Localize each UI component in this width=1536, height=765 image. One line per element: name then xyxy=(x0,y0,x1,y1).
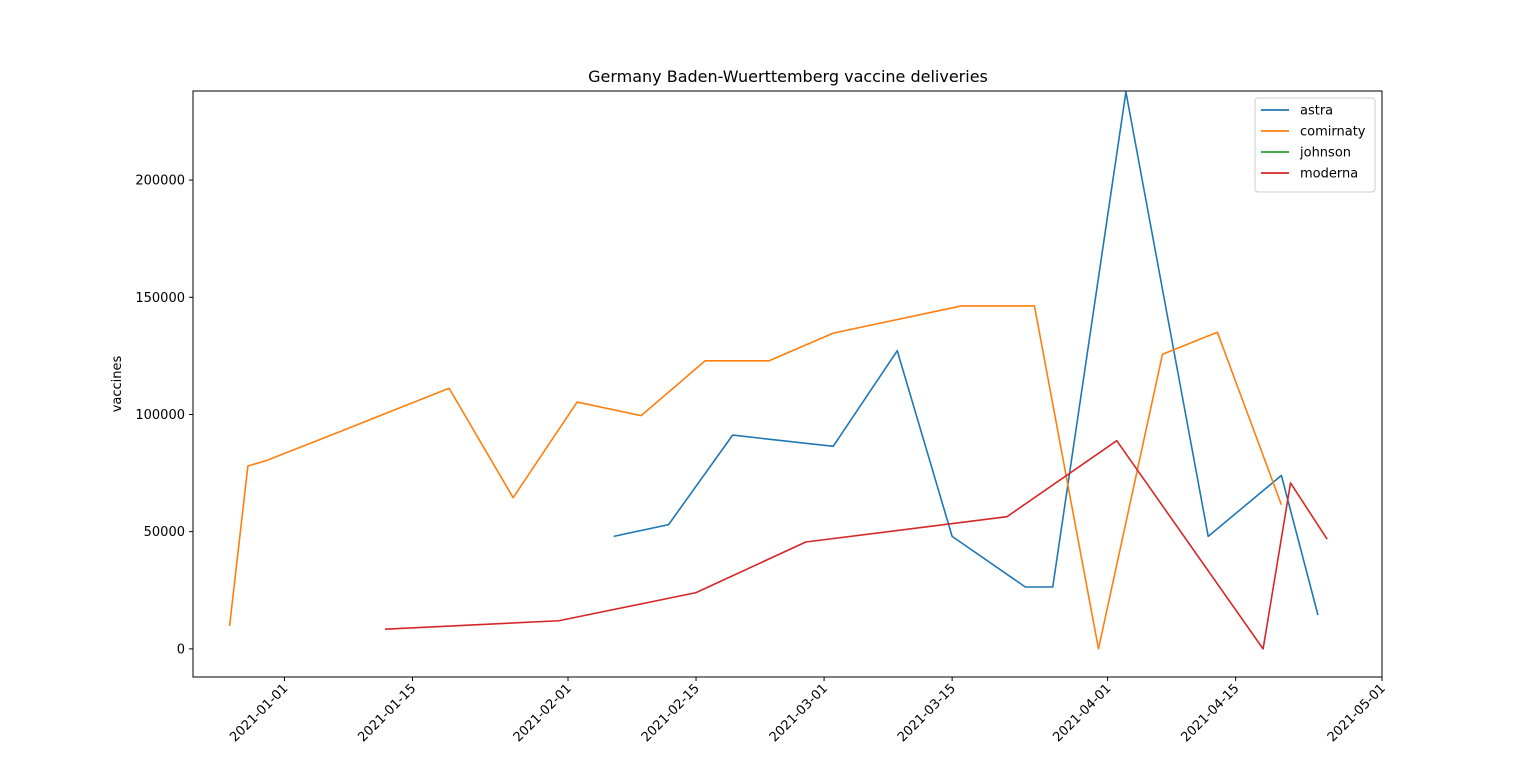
y-tick-label: 150000 xyxy=(135,291,185,306)
series-line-moderna xyxy=(385,439,1328,650)
x-tick-label: 2021-01-01 xyxy=(227,681,291,745)
x-tick-label: 2021-02-01 xyxy=(511,681,575,745)
x-tick-label: 2021-02-15 xyxy=(639,681,703,745)
x-tick-label: 2021-05-01 xyxy=(1325,681,1389,745)
y-tick-label: 50000 xyxy=(144,525,185,540)
y-axis-label: vaccines xyxy=(110,355,125,412)
plot-area: 0 50000 100000 150000 200000 2021-01-01 2021-0… xyxy=(135,90,1389,745)
chart-title: Germany Baden-Wuerttemberg vaccine deliv… xyxy=(588,67,988,86)
x-tick-label: 2021-03-15 xyxy=(895,681,959,745)
legend-label-moderna: moderna xyxy=(1300,167,1358,182)
x-tick-label: 2021-03-01 xyxy=(767,681,831,745)
y-tick-label: 200000 xyxy=(135,174,185,189)
y-tick-label: 100000 xyxy=(135,408,185,423)
legend-label-johnson: johnson xyxy=(1299,146,1351,161)
series-line-astra xyxy=(613,91,1319,616)
legend-label-comirnaty: comirnaty xyxy=(1300,125,1366,140)
x-tick-label: 2021-04-01 xyxy=(1050,681,1114,745)
plot-frame xyxy=(192,90,1383,678)
legend-box xyxy=(1254,97,1376,193)
y-tick-label: 0 xyxy=(177,642,185,657)
x-tick-label: 2021-01-15 xyxy=(355,681,419,745)
legend-label-astra: astra xyxy=(1300,104,1333,119)
legend: astra comirnaty johnson moderna xyxy=(1254,97,1376,193)
x-tick-label: 2021-04-15 xyxy=(1178,681,1242,745)
series-line-comirnaty xyxy=(228,305,1283,650)
